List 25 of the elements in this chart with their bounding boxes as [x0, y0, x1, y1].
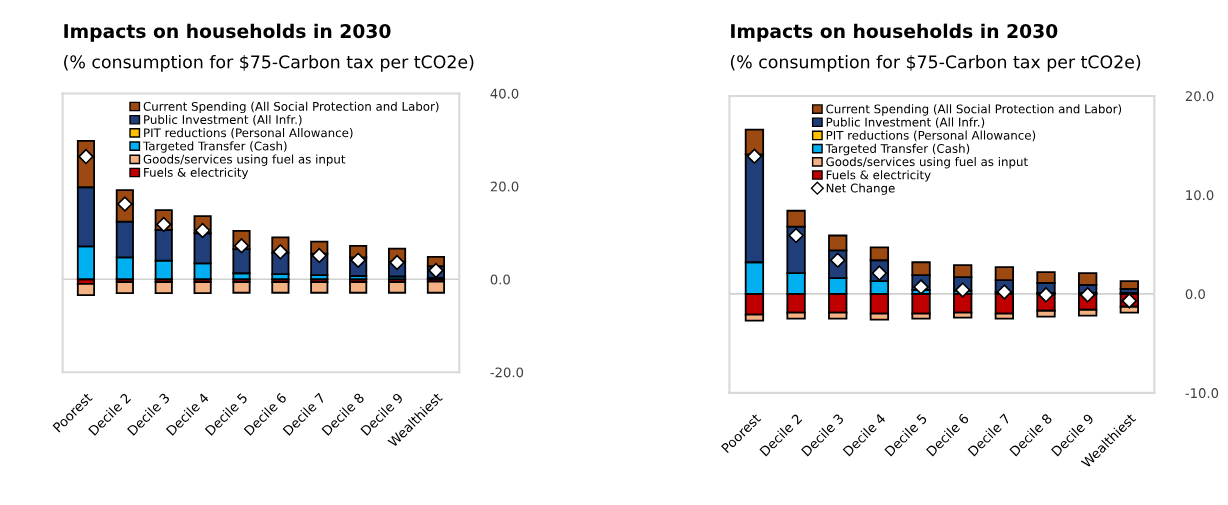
- y-tick-label: 20.0: [1185, 91, 1214, 102]
- legend-label: Goods/services using fuel as input: [143, 154, 346, 166]
- chart-title: Impacts on households in 2030: [731, 23, 1058, 42]
- legend-label: Fuels & electricity: [144, 167, 249, 180]
- legend-label: Targeted Transfer (Cash): [142, 141, 287, 153]
- y-tick-label: -20.0: [490, 367, 524, 378]
- legend-label: Targeted Transfer (Cash): [825, 143, 970, 156]
- legend-label: Public Investment (All Infr.): [144, 114, 302, 126]
- legend-label: Current Spending (All Social Protection and Labor): [826, 104, 1122, 116]
- chart-subtitle: (% consumption for $75-Carbon tax per tCO2e): [64, 54, 474, 72]
- y-tick-label: 40.0: [490, 88, 519, 99]
- legend-label: Fuels & electricity: [826, 170, 931, 182]
- legend-label: Goods/services using fuel as input: [826, 157, 1028, 169]
- legend-label: Current Spending (All Social Protection and Labor): [143, 101, 439, 114]
- y-tick-label: 0.0: [490, 274, 510, 285]
- legend-label: Net Change: [826, 183, 895, 195]
- legend-label: PIT reductions (Personal Allowance): [144, 128, 353, 139]
- chart-title: Impacts on households in 2030: [64, 23, 391, 42]
- chart-subtitle: (% consumption for $75-Carbon tax per tCO2e): [730, 54, 1141, 72]
- y-tick-label: 20.0: [490, 181, 519, 192]
- legend-label: Public Investment (All Infr.): [826, 117, 985, 128]
- legend-label: PIT reductions (Personal Allowance): [826, 130, 1036, 142]
- y-tick-label: 10.0: [1186, 190, 1214, 201]
- y-tick-label: 0.0: [1185, 289, 1205, 300]
- y-tick-label: -10.0: [1185, 388, 1219, 399]
